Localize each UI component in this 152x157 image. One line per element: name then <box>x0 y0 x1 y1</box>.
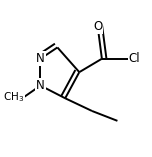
Text: O: O <box>93 20 102 33</box>
Text: N: N <box>36 79 45 92</box>
Text: N: N <box>36 52 45 65</box>
Text: Cl: Cl <box>129 52 140 65</box>
Text: CH$_3$: CH$_3$ <box>3 90 24 104</box>
